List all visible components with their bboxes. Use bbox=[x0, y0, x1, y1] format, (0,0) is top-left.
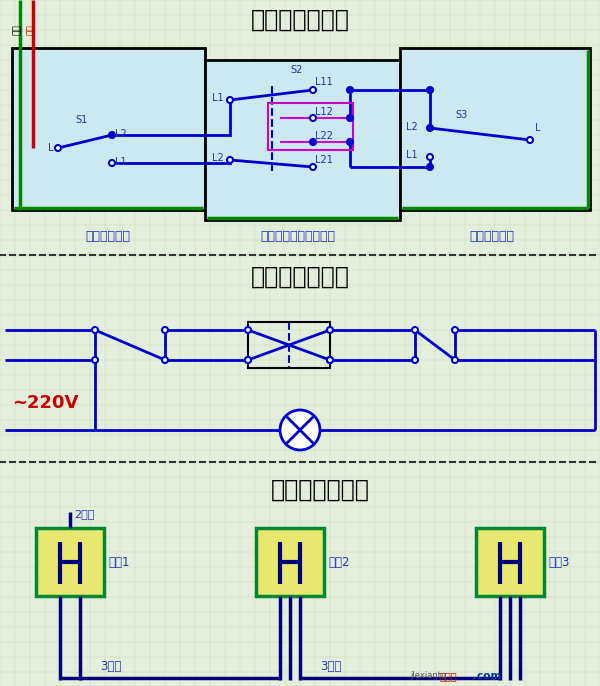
Text: 三控开关原理图: 三控开关原理图 bbox=[251, 265, 349, 289]
Text: ~220V: ~220V bbox=[12, 394, 79, 412]
Circle shape bbox=[245, 327, 251, 333]
Bar bbox=[0, 0, 600, 255]
Bar bbox=[205, 60, 400, 220]
Circle shape bbox=[310, 87, 316, 93]
Bar bbox=[260, 532, 320, 592]
Text: 中途开关（三控开关）: 中途开关（三控开关） bbox=[260, 230, 335, 244]
Circle shape bbox=[452, 327, 458, 333]
Text: 2根线: 2根线 bbox=[74, 509, 94, 519]
Text: L21: L21 bbox=[315, 155, 333, 165]
Text: L1: L1 bbox=[212, 93, 224, 103]
Circle shape bbox=[109, 132, 115, 138]
Circle shape bbox=[92, 327, 98, 333]
Bar bbox=[400, 48, 590, 210]
Circle shape bbox=[227, 157, 233, 163]
Text: L2: L2 bbox=[212, 153, 224, 163]
Text: 相线: 相线 bbox=[13, 25, 22, 36]
Circle shape bbox=[427, 154, 433, 160]
Bar bbox=[0, 255, 600, 462]
Text: 3根线: 3根线 bbox=[100, 661, 121, 674]
Circle shape bbox=[327, 357, 333, 363]
Bar bbox=[40, 532, 100, 592]
Text: L2: L2 bbox=[115, 129, 127, 139]
Circle shape bbox=[527, 137, 533, 143]
Circle shape bbox=[347, 115, 353, 121]
Text: 3根线: 3根线 bbox=[320, 661, 341, 674]
Bar bbox=[268, 103, 353, 150]
Text: S2: S2 bbox=[290, 65, 302, 75]
Text: 开关2: 开关2 bbox=[328, 556, 349, 569]
Bar bbox=[248, 322, 330, 368]
Text: L1: L1 bbox=[115, 157, 127, 167]
Text: L: L bbox=[48, 143, 53, 153]
Circle shape bbox=[327, 357, 333, 363]
Circle shape bbox=[310, 115, 316, 121]
Bar bbox=[36, 528, 104, 596]
Bar bbox=[0, 462, 600, 686]
Text: 三控开关布线图: 三控开关布线图 bbox=[271, 478, 370, 502]
Text: L2: L2 bbox=[406, 122, 418, 132]
Bar bbox=[256, 528, 324, 596]
Circle shape bbox=[327, 327, 333, 333]
Circle shape bbox=[92, 357, 98, 363]
Text: L11: L11 bbox=[315, 77, 333, 87]
Text: 单开双控开关: 单开双控开关 bbox=[86, 230, 131, 244]
Text: 火线: 火线 bbox=[26, 25, 35, 36]
Circle shape bbox=[412, 357, 418, 363]
Circle shape bbox=[452, 357, 458, 363]
Bar bbox=[12, 48, 205, 210]
Circle shape bbox=[310, 139, 316, 145]
Bar bbox=[476, 528, 544, 596]
Text: L12: L12 bbox=[315, 107, 333, 117]
Bar bbox=[480, 532, 540, 592]
Circle shape bbox=[162, 327, 168, 333]
Text: L22: L22 bbox=[315, 131, 333, 141]
Text: 三控开关接线图: 三控开关接线图 bbox=[251, 8, 349, 32]
Circle shape bbox=[227, 97, 233, 103]
Circle shape bbox=[280, 410, 320, 450]
Circle shape bbox=[245, 357, 251, 363]
Circle shape bbox=[109, 160, 115, 166]
Text: S3: S3 bbox=[455, 110, 467, 120]
Circle shape bbox=[412, 327, 418, 333]
Text: 开关3: 开关3 bbox=[548, 556, 569, 569]
Circle shape bbox=[427, 125, 433, 131]
Text: 接线图: 接线图 bbox=[440, 671, 458, 681]
Text: jlexiantu: jlexiantu bbox=[410, 672, 446, 681]
Circle shape bbox=[347, 139, 353, 145]
Text: .com: .com bbox=[473, 671, 502, 681]
Text: 开关1: 开关1 bbox=[108, 556, 130, 569]
Circle shape bbox=[162, 357, 168, 363]
Circle shape bbox=[427, 164, 433, 170]
Circle shape bbox=[427, 87, 433, 93]
Circle shape bbox=[245, 357, 251, 363]
Circle shape bbox=[55, 145, 61, 151]
Text: L: L bbox=[535, 123, 541, 133]
Text: L1: L1 bbox=[406, 150, 418, 160]
Text: 单开双控开关: 单开双控开关 bbox=[470, 230, 515, 244]
Text: S1: S1 bbox=[75, 115, 87, 125]
Circle shape bbox=[310, 164, 316, 170]
Circle shape bbox=[347, 87, 353, 93]
